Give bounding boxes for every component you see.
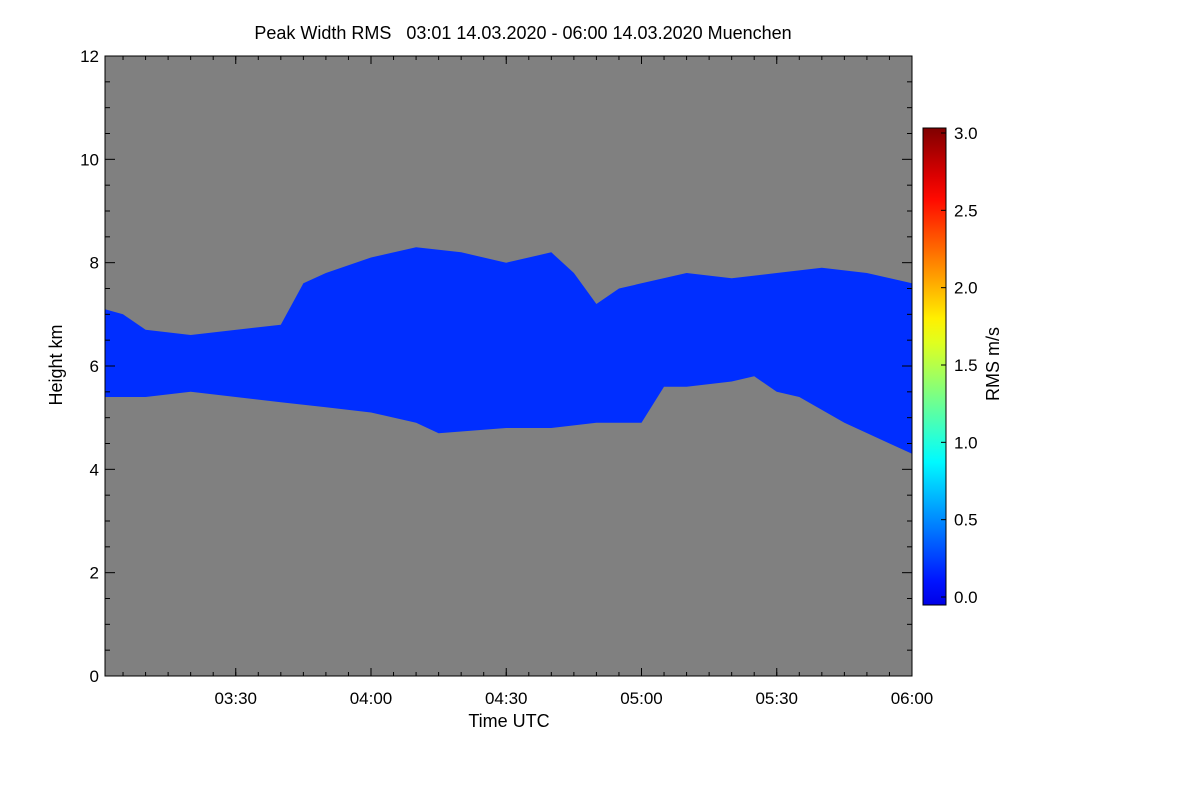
y-tick-label: 2 — [90, 564, 99, 583]
y-ticks: 0 2 4 6 8 10 12 — [80, 47, 912, 686]
colorbar-tick-label: 2.0 — [954, 279, 978, 298]
x-tick-label: 05:30 — [755, 689, 798, 708]
colorbar-tick-label: 1.0 — [954, 433, 978, 452]
colorbar-gradient — [922, 127, 947, 606]
y-tick-label: 4 — [90, 460, 99, 479]
y-tick-label: 6 — [90, 357, 99, 376]
x-tick-label: 05:00 — [620, 689, 663, 708]
cloud-layer — [105, 247, 912, 454]
x-ticks: 03:30 04:00 04:30 05:00 05:30 06:00 — [122, 56, 934, 708]
chart-title: Peak Width RMS 03:01 14.03.2020 - 06:00 … — [254, 23, 791, 43]
x-tick-label: 04:30 — [485, 689, 528, 708]
colorbar-tick-label: 1.5 — [954, 356, 978, 375]
colorbar-label: RMS m/s — [983, 327, 1003, 401]
y-tick-label: 0 — [90, 667, 99, 686]
x-tick-label: 06:00 — [891, 689, 934, 708]
y-axis-label: Height km — [46, 324, 66, 405]
x-axis-label: Time UTC — [468, 711, 549, 731]
colorbar-tick-label: 0.5 — [954, 511, 978, 530]
y-tick-label: 10 — [80, 150, 99, 169]
plot-area — [104, 55, 913, 677]
x-tick-label: 04:00 — [350, 689, 393, 708]
x-tick-label: 03:30 — [214, 689, 257, 708]
colorbar: 0.0 0.5 1.0 1.5 2.0 2.5 3.0 — [922, 124, 978, 607]
y-tick-label: 8 — [90, 254, 99, 273]
colorbar-tick-label: 2.5 — [954, 201, 978, 220]
y-tick-label: 12 — [80, 47, 99, 66]
colorbar-tick-label: 0.0 — [954, 588, 978, 607]
colorbar-tick-label: 3.0 — [954, 124, 978, 143]
